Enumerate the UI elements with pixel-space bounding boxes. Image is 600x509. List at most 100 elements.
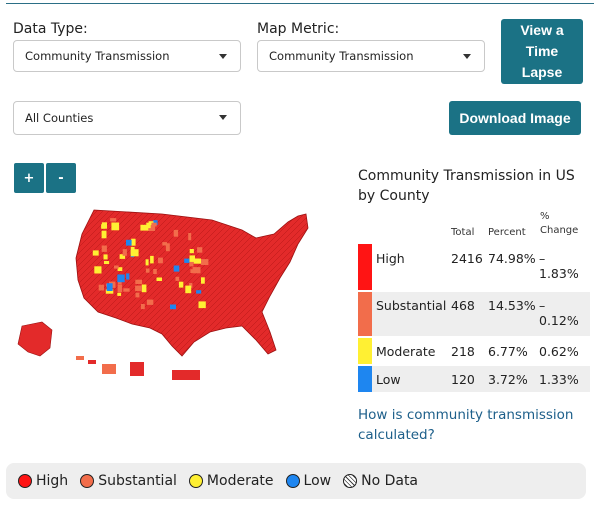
- data-type-select[interactable]: Community Transmission: [13, 40, 241, 72]
- county-speck: [146, 299, 154, 305]
- us-county-map[interactable]: [12, 200, 312, 390]
- swatch-moderate: [358, 338, 372, 364]
- county-speck: [197, 247, 203, 253]
- legend-item-high[interactable]: High: [18, 473, 68, 489]
- row-percent: 3.72%: [488, 372, 528, 387]
- county-value: All Counties: [25, 111, 94, 125]
- county-speck: [111, 222, 120, 231]
- row-total: 120: [451, 372, 475, 387]
- county-speck: [101, 245, 107, 252]
- data-type-value: Community Transmission: [25, 49, 170, 63]
- county-speck: [106, 283, 113, 291]
- no-data-hatch-icon: [343, 474, 358, 488]
- header-divider: [6, 3, 594, 4]
- county-speck: [201, 277, 205, 284]
- county-speck: [117, 274, 125, 283]
- county-speck: [114, 265, 119, 269]
- county-speck: [101, 230, 107, 239]
- county-speck: [98, 284, 104, 291]
- county-speck: [150, 255, 154, 264]
- swatch-substantial: [358, 292, 372, 336]
- legend-item-substantial[interactable]: Substantial: [80, 473, 177, 489]
- chevron-down-icon: [219, 115, 227, 120]
- row-change: 0.62%: [539, 344, 579, 359]
- swatch-high: [358, 244, 372, 290]
- map-metric-select[interactable]: Community Transmission: [257, 40, 485, 72]
- zoom-out-button[interactable]: -: [46, 163, 76, 193]
- county-speck: [170, 304, 176, 310]
- legend-item-low[interactable]: Low: [285, 473, 332, 489]
- county-speck: [151, 222, 157, 227]
- high-dot-icon: [18, 474, 32, 488]
- county-speck: [189, 283, 193, 288]
- hawaii-shape[interactable]: [76, 356, 144, 376]
- legend-label: No Data: [361, 473, 419, 489]
- county-speck: [189, 260, 194, 267]
- row-percent: 74.98%: [488, 251, 536, 266]
- low-dot-icon: [285, 474, 300, 488]
- row-percent: 14.53%: [488, 298, 536, 313]
- download-image-button[interactable]: Download Image: [449, 101, 581, 135]
- county-speck: [126, 273, 130, 280]
- panel-title: Community Transmission in US by County: [358, 168, 575, 204]
- county-speck: [122, 249, 127, 256]
- county-speck: [135, 285, 142, 292]
- swatch-low: [358, 366, 372, 392]
- time-lapse-button[interactable]: View a Time Lapse: [501, 19, 583, 84]
- legend-item-no-data[interactable]: No Data: [343, 473, 418, 489]
- row-change: – 0.12%: [539, 298, 579, 328]
- legend-label: Substantial: [98, 473, 177, 489]
- puerto-rico-shape[interactable]: [172, 370, 200, 380]
- county-speck: [173, 265, 180, 272]
- county-speck: [105, 289, 114, 294]
- county-speck: [130, 249, 139, 257]
- county-speckles: [92, 218, 209, 310]
- county-speck: [148, 221, 154, 226]
- alaska-shape[interactable]: [17, 321, 53, 357]
- county-speck: [92, 250, 99, 256]
- county-select[interactable]: All Counties: [13, 101, 241, 135]
- county-speck: [146, 222, 151, 229]
- county-speck: [94, 266, 102, 274]
- row-level: High: [376, 251, 405, 266]
- county-speck: [123, 288, 130, 292]
- table-row-substantial: Substantial 468 14.53% – 0.12%: [358, 292, 590, 336]
- county-speck: [196, 290, 202, 294]
- row-level: Low: [376, 372, 401, 387]
- row-total: 218: [451, 344, 475, 359]
- row-percent: 6.77%: [488, 344, 528, 359]
- county-speck: [192, 267, 201, 274]
- county-speck: [117, 267, 123, 271]
- transmission-info-link[interactable]: How is community transmission calculated…: [358, 407, 574, 443]
- county-speck: [153, 220, 158, 225]
- row-total: 468: [451, 298, 475, 313]
- map-metric-value: Community Transmission: [269, 49, 414, 63]
- legend-label: High: [36, 473, 69, 489]
- row-change: – 1.83%: [539, 251, 579, 281]
- county-speck: [140, 224, 149, 231]
- table-row-moderate: Moderate 218 6.77% 0.62%: [358, 338, 590, 364]
- county-speck: [165, 243, 170, 252]
- county-speck: [135, 279, 142, 284]
- county-speck: [119, 254, 126, 259]
- county-speck: [201, 259, 209, 265]
- data-type-label: Data Type:: [13, 21, 88, 37]
- county-speck: [193, 258, 201, 264]
- chevron-down-icon: [219, 54, 227, 59]
- county-speck: [184, 258, 190, 263]
- chevron-down-icon: [463, 54, 471, 59]
- zoom-in-button[interactable]: +: [14, 163, 44, 193]
- county-speck: [185, 285, 192, 294]
- col-header-total: Total: [451, 227, 475, 238]
- county-speck: [135, 292, 140, 298]
- county-speck: [103, 254, 108, 260]
- table-row-high: High 2416 74.98% – 1.83%: [358, 244, 590, 290]
- county-speck: [158, 257, 163, 264]
- county-speck: [178, 281, 184, 288]
- legend-item-moderate[interactable]: Moderate: [188, 473, 274, 489]
- legend-label: Low: [303, 473, 332, 489]
- county-speck: [190, 269, 194, 273]
- county-speck: [140, 304, 145, 310]
- county-speck: [145, 259, 149, 266]
- county-speck: [153, 269, 157, 274]
